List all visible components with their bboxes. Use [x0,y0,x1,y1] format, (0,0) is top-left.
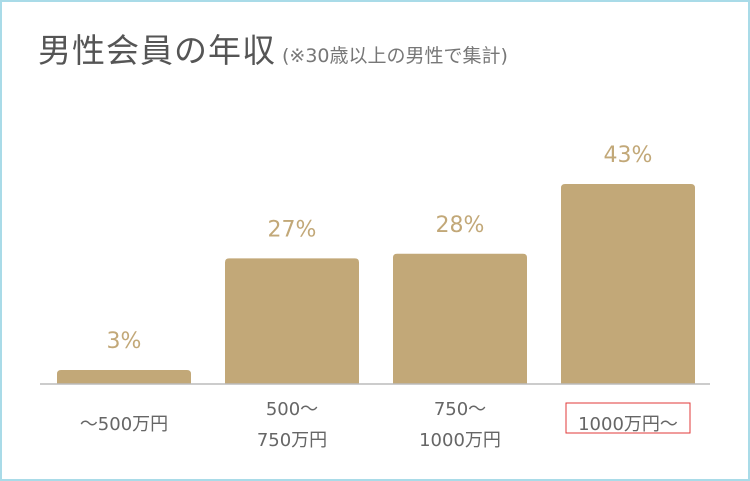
x-tick-label-1-1: 750万円 [257,430,327,451]
chart-title: 男性会員の年収 (※30歳以上の男性で集計) [38,24,508,72]
bar-0 [57,370,191,384]
bar-2 [393,253,527,384]
bar-3 [561,184,695,384]
x-tick-label-1-0: 500～ [266,399,318,420]
bar-value-label-3: 43% [604,143,653,168]
chart-title-text: 男性会員の年収 [38,31,276,70]
bar-1 [225,258,359,384]
bar-value-label-0: 3% [107,329,142,354]
bar-value-label-2: 28% [436,213,485,238]
chart-title-note: (※30歳以上の男性で集計) [282,45,508,67]
x-tick-label-0-0: ～500万円 [80,414,168,435]
bar-value-label-1: 27% [268,217,317,242]
x-tick-label-3-0: 1000万円～ [578,414,678,435]
highlight-box [565,402,691,434]
x-tick-label-2-1: 1000万円 [419,430,501,451]
x-tick-label-2-0: 750～ [434,399,486,420]
